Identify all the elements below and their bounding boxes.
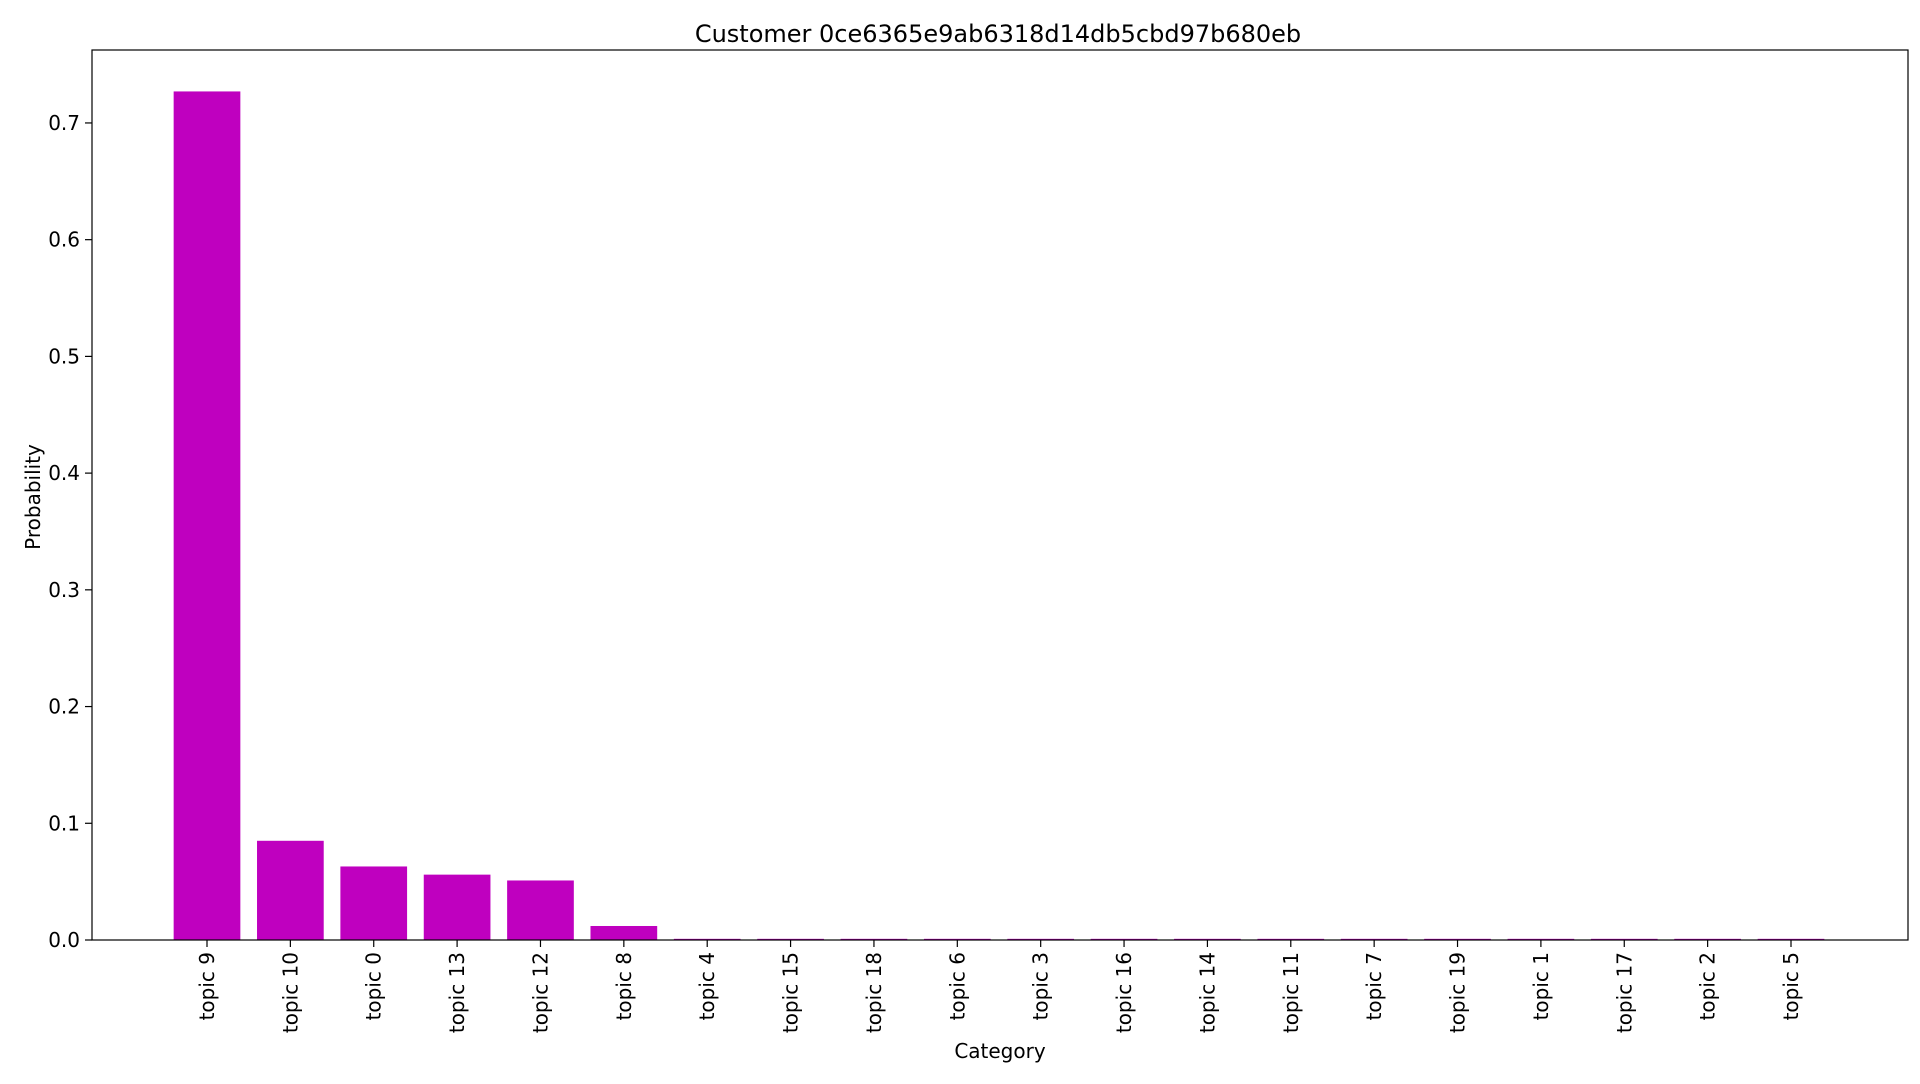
x-tick-label: topic 12: [528, 952, 552, 1033]
bar: [590, 925, 658, 940]
x-tick-label: topic 5: [1779, 952, 1803, 1020]
x-tick-label: topic 0: [362, 952, 386, 1020]
y-axis: 0.0 0.1 0.2 0.3 0.4 0.5 0.6 0.7: [48, 111, 92, 952]
x-tick-label: topic 13: [445, 952, 469, 1033]
chart-title: Customer 0ce6365e9ab6318d14db5cbd97b680e…: [695, 20, 1301, 48]
y-tick-label: 0.6: [48, 228, 80, 252]
y-tick-label: 0.1: [48, 811, 80, 835]
x-axis: topic 9 topic 10 topic 0 topic 13 topic 12 to…: [195, 940, 1803, 1033]
x-tick-label: topic 15: [779, 952, 803, 1033]
bar: [257, 840, 324, 940]
x-tick-label: topic 17: [1612, 952, 1636, 1033]
y-axis-label: Probability: [21, 444, 45, 550]
x-tick-label: topic 6: [945, 952, 969, 1020]
x-tick-label: topic 8: [612, 952, 636, 1020]
x-tick-label: topic 16: [1112, 952, 1136, 1033]
bar: [173, 91, 241, 941]
bar: [507, 880, 574, 940]
y-tick-label: 0.0: [48, 928, 80, 952]
x-tick-label: topic 2: [1696, 952, 1720, 1020]
x-tick-label: topic 1: [1529, 952, 1553, 1020]
x-tick-label: topic 10: [278, 952, 302, 1033]
x-tick-label: topic 4: [695, 952, 719, 1020]
x-tick-label: topic 19: [1446, 952, 1470, 1033]
plot-frame: [91, 49, 1909, 941]
bar: [423, 874, 491, 940]
y-tick-label: 0.2: [48, 695, 80, 719]
y-tick-label: 0.7: [48, 111, 80, 135]
x-tick-label: topic 3: [1029, 952, 1053, 1020]
x-tick-label: topic 14: [1195, 952, 1219, 1033]
x-tick-label: topic 11: [1279, 952, 1303, 1033]
y-tick-label: 0.4: [48, 461, 80, 485]
x-tick-label: topic 7: [1362, 952, 1386, 1020]
y-tick-label: 0.5: [48, 344, 80, 368]
bar: [340, 866, 408, 940]
plot-area: [173, 91, 1825, 941]
x-tick-label: topic 9: [195, 952, 219, 1020]
y-tick-label: 0.3: [48, 578, 80, 602]
x-tick-label: topic 18: [862, 952, 886, 1033]
x-axis-label: Category: [954, 1039, 1046, 1063]
